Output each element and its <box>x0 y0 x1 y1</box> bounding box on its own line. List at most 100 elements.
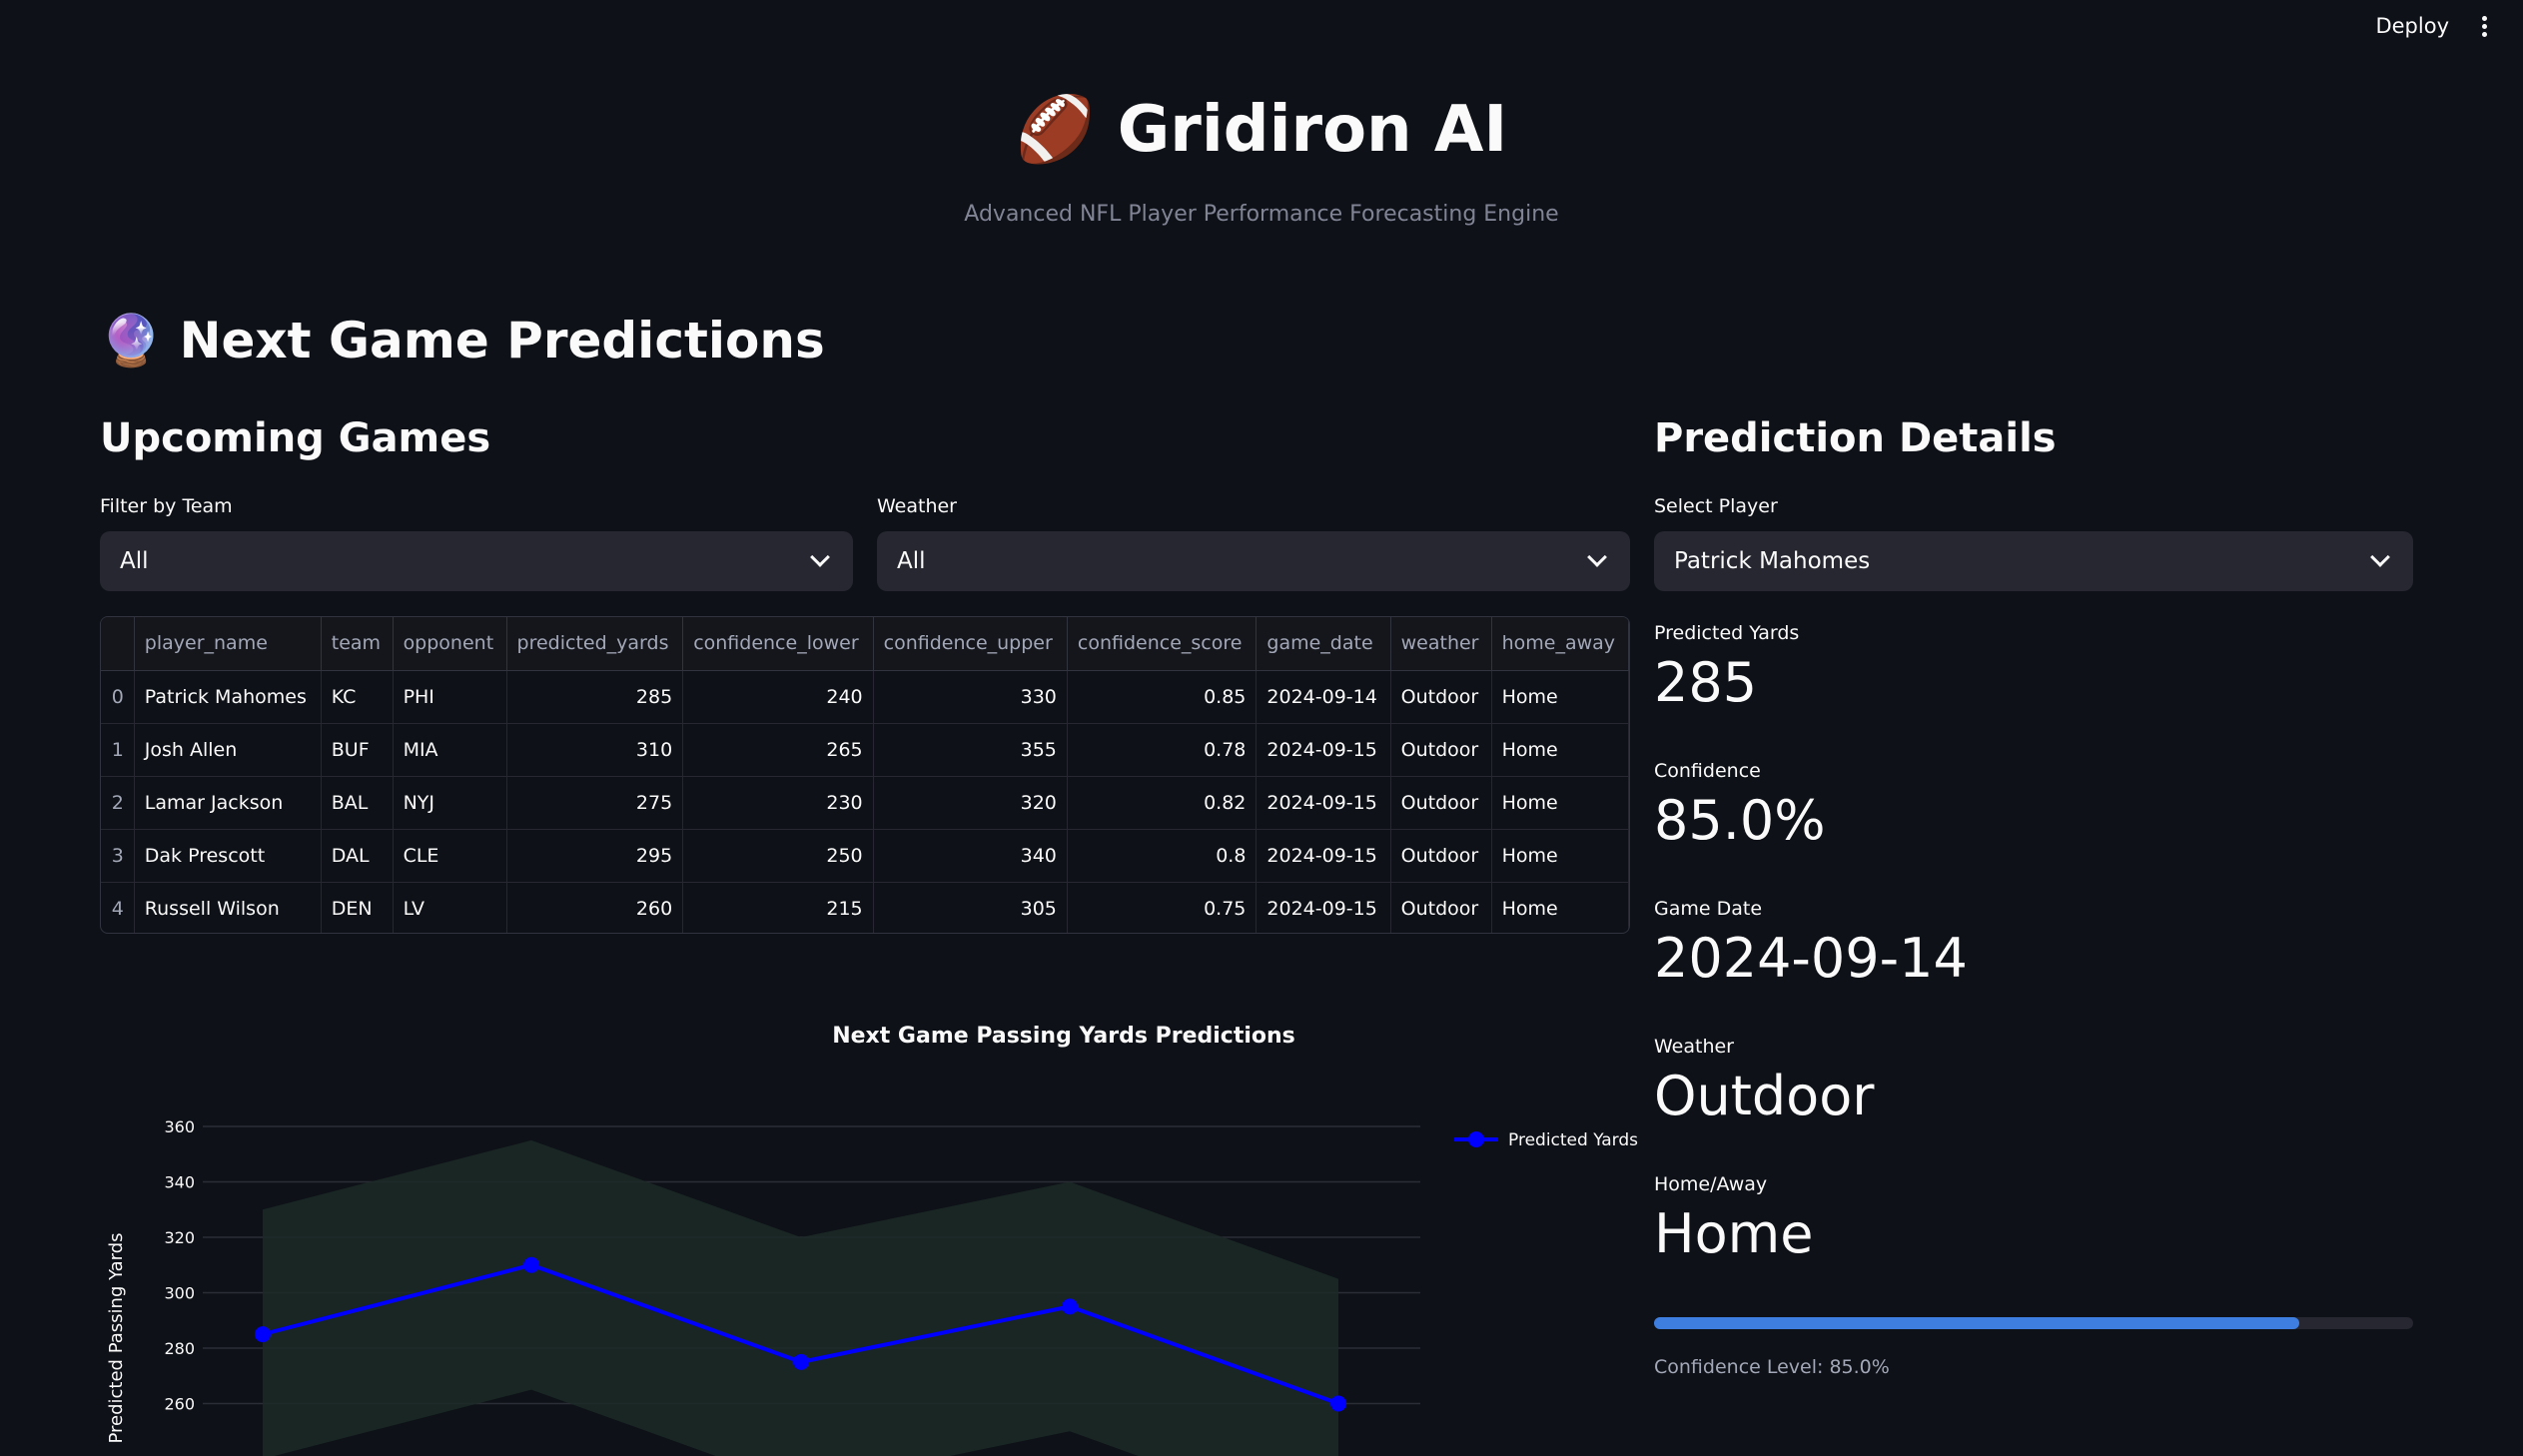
y-tick-label: 320 <box>164 1228 195 1247</box>
table-cell: 0.85 <box>1067 670 1258 724</box>
column-header[interactable]: team <box>321 617 394 671</box>
table-row[interactable]: 4 Russell Wilson DEN LV 260 215 305 0.75 2024-09… <box>101 882 1629 933</box>
legend-label: Predicted Yards <box>1508 1130 1638 1150</box>
table-cell: 2024-09-14 <box>1256 670 1391 724</box>
table-cell: Outdoor <box>1390 829 1492 883</box>
table-cell: 340 <box>873 829 1068 883</box>
games-table[interactable]: player_name team opponent predicted_yards co… <box>100 616 1630 934</box>
table-cell: BUF <box>321 723 394 777</box>
table-cell: Josh Allen <box>134 723 322 777</box>
confidence-progress-bar <box>1654 1317 2413 1329</box>
deploy-button[interactable]: Deploy <box>2375 14 2449 38</box>
metric-label-home-away: Home/Away <box>1654 1173 1768 1195</box>
column-header[interactable]: player_name <box>134 617 322 671</box>
section-title: 🔮 Next Game Predictions <box>100 312 825 369</box>
table-cell: Dak Prescott <box>134 829 322 883</box>
table-cell: PHI <box>393 670 507 724</box>
metric-label-predicted-yards: Predicted Yards <box>1654 622 1800 644</box>
table-cell: 0.8 <box>1067 829 1258 883</box>
table-cell: DEN <box>321 882 394 933</box>
table-cell: 0 <box>101 670 135 724</box>
confidence-progress-fill <box>1654 1317 2299 1329</box>
table-cell: Outdoor <box>1390 882 1492 933</box>
table-row[interactable]: 3 Dak Prescott DAL CLE 295 250 340 0.8 2024-09-1… <box>101 829 1629 883</box>
metric-value-confidence: 85.0% <box>1654 789 1826 852</box>
chevron-down-icon <box>2370 547 2390 567</box>
column-header[interactable]: weather <box>1390 617 1492 671</box>
data-point[interactable] <box>1330 1395 1346 1412</box>
table-cell: 250 <box>682 829 874 883</box>
table-cell: LV <box>393 882 507 933</box>
table-row[interactable]: 0 Patrick Mahomes KC PHI 285 240 330 0.85 2024-0… <box>101 670 1629 724</box>
column-header[interactable] <box>101 617 135 671</box>
table-cell: 285 <box>506 670 684 724</box>
metric-value-home-away: Home <box>1654 1202 1814 1265</box>
table-cell: 215 <box>682 882 874 933</box>
chevron-down-icon <box>810 547 830 567</box>
table-cell: Russell Wilson <box>134 882 322 933</box>
table-cell: 355 <box>873 723 1068 777</box>
team-filter-label: Filter by Team <box>100 495 233 517</box>
metric-value-game-date: 2024-09-14 <box>1654 927 1968 990</box>
column-header[interactable]: confidence_lower <box>682 617 874 671</box>
data-point[interactable] <box>1062 1298 1078 1315</box>
metric-label-weather: Weather <box>1654 1036 1734 1058</box>
app-subtitle: Advanced NFL Player Performance Forecast… <box>964 202 1559 227</box>
table-cell: Home <box>1491 776 1629 830</box>
app-title: 🏈 Gridiron AI <box>1015 93 1508 167</box>
team-filter-select[interactable]: All <box>100 531 853 591</box>
table-cell: 0.75 <box>1067 882 1258 933</box>
y-tick-label: 300 <box>164 1284 195 1303</box>
weather-filter-label: Weather <box>877 495 957 517</box>
metric-label-game-date: Game Date <box>1654 898 1763 920</box>
column-header[interactable]: opponent <box>393 617 507 671</box>
column-header[interactable]: home_away <box>1491 617 1629 671</box>
passing-yards-chart: Next Game Passing Yards Predictions Pred… <box>106 1024 1638 1456</box>
table-cell: 4 <box>101 882 135 933</box>
table-cell: 240 <box>682 670 874 724</box>
table-cell: 1 <box>101 723 135 777</box>
more-options-icon[interactable] <box>2479 16 2489 40</box>
select-player-label: Select Player <box>1654 495 1778 517</box>
data-point[interactable] <box>793 1353 809 1370</box>
column-header[interactable]: game_date <box>1256 617 1391 671</box>
table-cell: 2024-09-15 <box>1256 829 1391 883</box>
player-select-value: Patrick Mahomes <box>1674 548 1871 574</box>
player-select[interactable]: Patrick Mahomes <box>1654 531 2413 591</box>
confidence-caption: Confidence Level: 85.0% <box>1654 1356 1890 1378</box>
table-cell: NYJ <box>393 776 507 830</box>
table-cell: 3 <box>101 829 135 883</box>
table-cell: MIA <box>393 723 507 777</box>
table-cell: 305 <box>873 882 1068 933</box>
table-cell: KC <box>321 670 394 724</box>
table-cell: 2 <box>101 776 135 830</box>
table-cell: 260 <box>506 882 684 933</box>
column-header[interactable]: predicted_yards <box>506 617 684 671</box>
column-header[interactable]: confidence_upper <box>873 617 1068 671</box>
table-cell: Home <box>1491 723 1629 777</box>
table-cell: 295 <box>506 829 684 883</box>
table-cell: 310 <box>506 723 684 777</box>
chart-confidence-band <box>263 1139 1338 1456</box>
weather-filter-value: All <box>897 548 926 574</box>
table-body: 0 Patrick Mahomes KC PHI 285 240 330 0.85 2024-0… <box>101 670 1629 933</box>
metric-value-weather: Outdoor <box>1654 1065 1875 1127</box>
upcoming-games-heading: Upcoming Games <box>100 415 491 461</box>
data-point[interactable] <box>523 1256 539 1273</box>
table-row[interactable]: 1 Josh Allen BUF MIA 310 265 355 0.78 2024-09-15… <box>101 723 1629 777</box>
chart-series-line <box>255 1256 1346 1412</box>
chart-legend: Predicted Yards <box>1454 1130 1638 1150</box>
weather-filter-select[interactable]: All <box>877 531 1630 591</box>
metric-value-predicted-yards: 285 <box>1654 651 1758 714</box>
column-header[interactable]: confidence_score <box>1067 617 1258 671</box>
table-cell: 330 <box>873 670 1068 724</box>
table-row[interactable]: 2 Lamar Jackson BAL NYJ 275 230 320 0.82 2024-09… <box>101 776 1629 830</box>
table-cell: Lamar Jackson <box>134 776 322 830</box>
legend-point-marker <box>1468 1131 1484 1147</box>
data-point[interactable] <box>255 1326 271 1343</box>
top-bar: Deploy <box>0 0 2523 58</box>
table-cell: Outdoor <box>1390 670 1492 724</box>
y-tick-label: 360 <box>164 1117 195 1136</box>
table-cell: 275 <box>506 776 684 830</box>
chart-title: Next Game Passing Yards Predictions <box>832 1024 1295 1049</box>
